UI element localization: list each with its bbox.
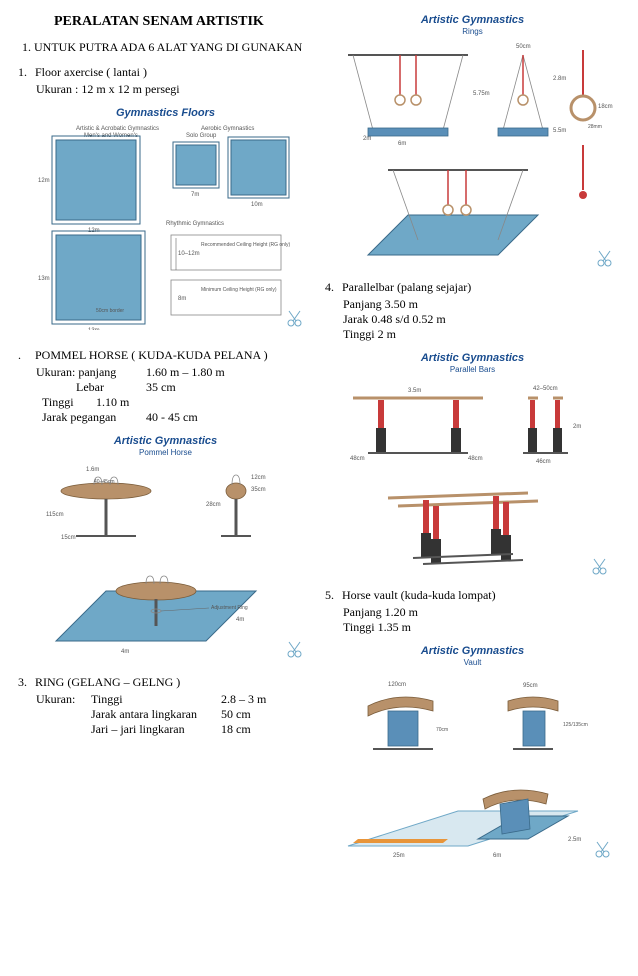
svg-text:2.5m: 2.5m (568, 837, 581, 843)
vault-name: Horse vault (kuda-kuda lompat) (342, 588, 496, 602)
ring-name: RING (GELANG – GELNG ) (35, 675, 180, 689)
pommel-specs: Ukuran: panjang1.60 m – 1.80 m Lebar35 c… (36, 365, 313, 425)
ring-specs: Ukuran: Tinggi 2.8 – 3 m Jarak antara li… (36, 692, 313, 737)
svg-text:6m: 6m (398, 141, 406, 147)
svg-text:12cm: 12cm (251, 475, 266, 481)
svg-text:2m: 2m (573, 424, 581, 430)
svg-text:7m: 7m (191, 192, 199, 198)
svg-text:125/135cm: 125/135cm (563, 722, 588, 728)
svg-text:Rhythmic Gymnastics: Rhythmic Gymnastics (166, 221, 224, 227)
pommel-heading: . POMMEL HORSE ( KUDA-KUDA PELANA ) (18, 348, 313, 363)
floor-diag-title: Gymnastics Floors (18, 107, 313, 119)
svg-text:5.75m: 5.75m (473, 91, 490, 97)
intro-text: UNTUK PUTRA ADA 6 ALAT YANG DI GUNAKAN (34, 40, 302, 54)
svg-text:2m: 2m (363, 136, 371, 142)
svg-text:4m: 4m (121, 649, 129, 655)
svg-text:35cm: 35cm (251, 487, 266, 493)
svg-text:10–12m: 10–12m (178, 251, 200, 257)
svg-text:46cm: 46cm (536, 459, 551, 465)
pommel-num: . (18, 348, 32, 363)
pommel-name: POMMEL HORSE ( KUDA-KUDA PELANA ) (35, 348, 268, 362)
svg-text:4m: 4m (236, 617, 244, 623)
ring-num: 3. (18, 675, 32, 690)
svg-text:40–45cm: 40–45cm (94, 479, 115, 485)
svg-text:Artistic & Acrobatic Gymnastic: Artistic & Acrobatic Gymnastics (76, 126, 159, 132)
svg-text:28mm: 28mm (588, 124, 602, 130)
parallel-diag-title: Artistic Gymnastics (325, 352, 620, 364)
svg-text:115cm: 115cm (46, 512, 64, 518)
svg-text:120cm: 120cm (388, 682, 406, 688)
svg-text:13m: 13m (88, 328, 100, 330)
floor-diagram: Artistic & Acrobatic Gymnastics Men's an… (18, 120, 313, 330)
svg-text:2.8m: 2.8m (553, 76, 566, 82)
svg-text:50cm: 50cm (516, 44, 531, 50)
floor-num: 1. (18, 65, 32, 80)
svg-text:15cm: 15cm (61, 535, 76, 541)
svg-text:10m: 10m (251, 202, 263, 208)
svg-text:12m: 12m (38, 178, 50, 184)
svg-text:6m: 6m (493, 853, 501, 859)
floor-name: Floor axercise ( lantai ) (35, 65, 147, 79)
intro-num: 1. (22, 40, 31, 54)
parallel-heading: 4. Parallelbar (palang sejajar) (325, 280, 620, 295)
floor-spec: Ukuran : 12 m x 12 m persegi (36, 82, 313, 97)
svg-text:48cm: 48cm (468, 456, 483, 462)
ring-heading: 3. RING (GELANG – GELNG ) (18, 675, 313, 690)
vault-specs: Panjang 1.20 m Tinggi 1.35 m (343, 605, 620, 635)
vault-diag-sub: Vault (325, 658, 620, 667)
right-column: Artistic Gymnastics Rings 6m 2m 5.75m 50… (325, 14, 620, 962)
svg-text:13m: 13m (38, 276, 50, 282)
svg-text:Solo Group: Solo Group (186, 133, 217, 139)
rings-diag-sub: Rings (325, 27, 620, 36)
pommel-diag-title: Artistic Gymnastics (18, 435, 313, 447)
page-title: PERALATAN SENAM ARTISTIK (54, 14, 313, 30)
svg-text:3.5m: 3.5m (408, 388, 421, 394)
rings-diagram: 6m 2m 5.75m 50cm 2.8m 5.5m 18cm 28mm (325, 40, 620, 270)
pommel-diagram: 1.6m 40–45cm 115cm 15cm 35cm 28cm 12cm A… (18, 461, 313, 661)
svg-text:Minimum Ceiling Height (RG onl: Minimum Ceiling Height (RG only) (201, 287, 277, 293)
svg-text:1.6m: 1.6m (86, 467, 99, 473)
svg-text:70cm: 70cm (436, 727, 448, 733)
vault-num: 5. (325, 588, 339, 603)
svg-text:25m: 25m (393, 853, 405, 859)
parallel-specs: Panjang 3.50 m Jarak 0.48 s/d 0.52 m Tin… (343, 297, 620, 342)
vault-diagram: 120cm 70cm 95cm 125/135cm 25m 6m 2.5m (325, 671, 620, 861)
intro-line: 1. UNTUK PUTRA ADA 6 ALAT YANG DI GUNAKA… (22, 40, 313, 55)
svg-text:Recommended Ceiling Height (RG: Recommended Ceiling Height (RG only) (201, 242, 291, 248)
parallel-name: Parallelbar (palang sejajar) (342, 280, 471, 294)
svg-text:42–50cm: 42–50cm (533, 386, 558, 392)
svg-text:28cm: 28cm (206, 502, 221, 508)
pommel-diag-sub: Pommel Horse (18, 448, 313, 457)
parallel-diag-sub: Parallel Bars (325, 365, 620, 374)
svg-text:18cm: 18cm (598, 104, 613, 110)
parallel-num: 4. (325, 280, 339, 295)
svg-text:50cm border: 50cm border (96, 308, 124, 314)
parallel-diagram: 3.5m 48cm 48cm 42–50cm 2m 46cm (325, 378, 620, 578)
svg-text:Adjustment Ring: Adjustment Ring (211, 605, 248, 611)
svg-text:Aerobic Gymnastics: Aerobic Gymnastics (201, 126, 254, 132)
vault-heading: 5. Horse vault (kuda-kuda lompat) (325, 588, 620, 603)
vault-diag-title: Artistic Gymnastics (325, 645, 620, 657)
rings-diag-title: Artistic Gymnastics (325, 14, 620, 26)
left-column: PERALATAN SENAM ARTISTIK 1. UNTUK PUTRA … (18, 14, 313, 962)
svg-text:95cm: 95cm (523, 683, 538, 689)
svg-text:5.5m: 5.5m (553, 128, 566, 134)
svg-text:8m: 8m (178, 296, 186, 302)
floor-heading: 1. Floor axercise ( lantai ) (18, 65, 313, 80)
svg-text:48cm: 48cm (350, 456, 365, 462)
